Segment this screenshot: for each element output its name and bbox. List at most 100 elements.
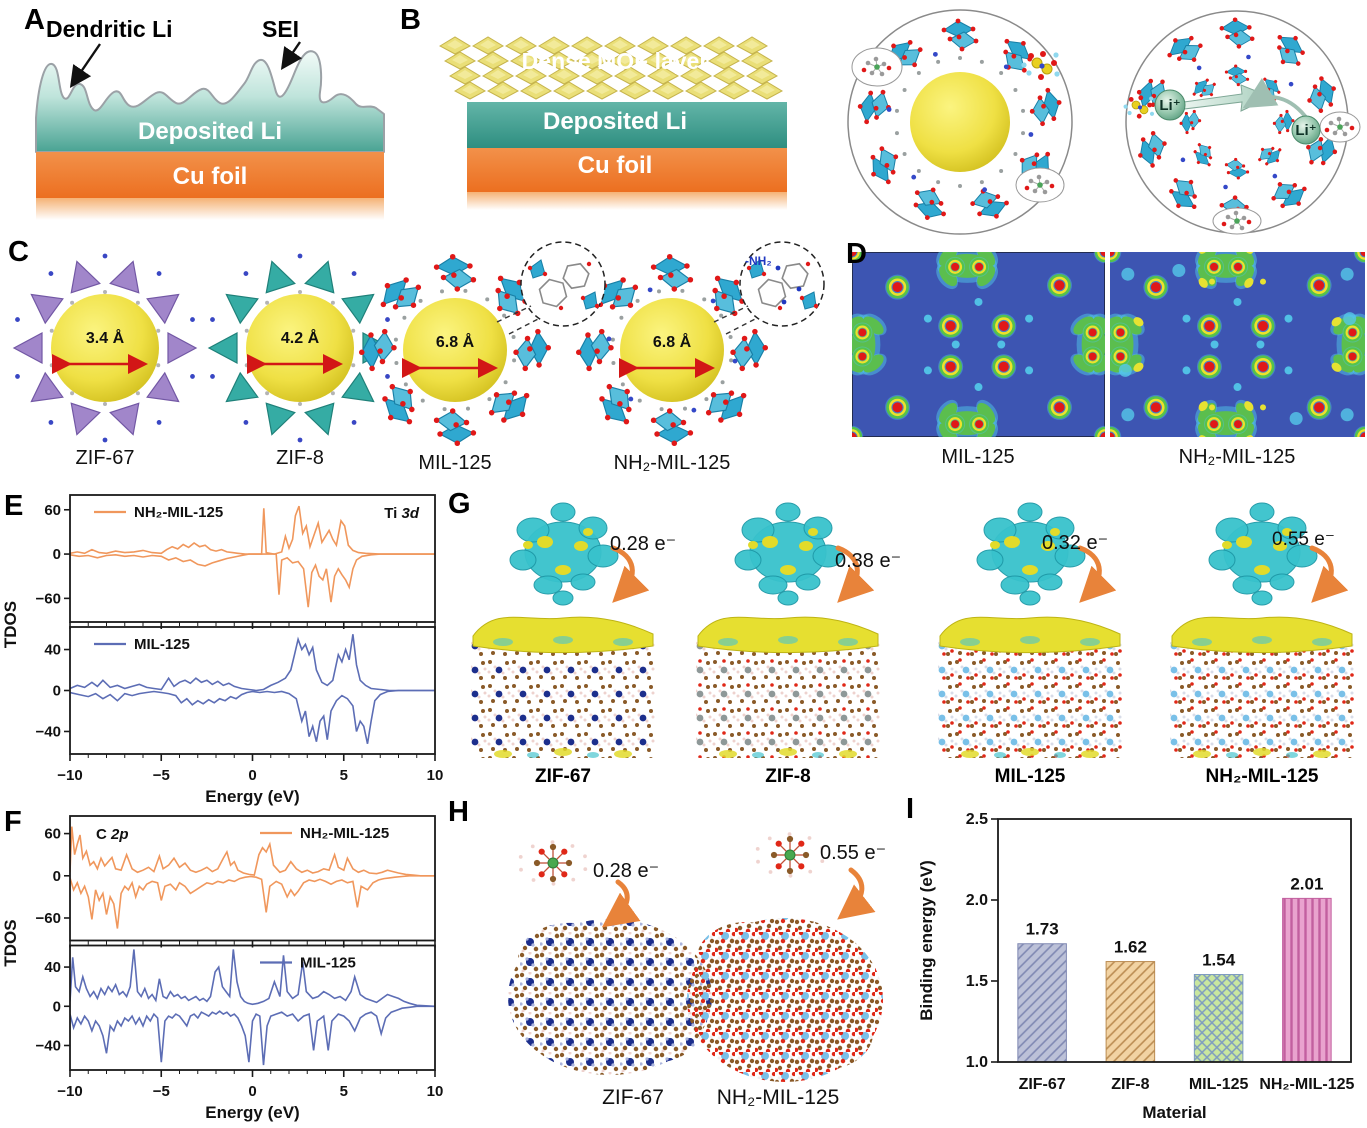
li-ion-sphere xyxy=(1291,115,1321,145)
electrolyte-charge-blob xyxy=(1017,502,1043,522)
charge-accumulation-layer xyxy=(939,616,1121,654)
panel-h-zif67-cluster xyxy=(508,840,712,1075)
panel-g-mil125-slab xyxy=(938,502,1122,758)
svg-text:MIL-125: MIL-125 xyxy=(1189,1076,1249,1093)
electrolyte-charge-blob xyxy=(533,575,563,595)
svg-text:−10: −10 xyxy=(57,767,82,784)
svg-text:5: 5 xyxy=(340,1083,348,1100)
dendritic-li-layer xyxy=(35,50,385,153)
svg-text:1.62: 1.62 xyxy=(1114,938,1147,957)
svg-text:10: 10 xyxy=(427,1083,444,1100)
charge-accumulation-layer xyxy=(472,616,654,654)
cu-foil-layer xyxy=(467,148,787,192)
dos-curve xyxy=(70,1005,435,1066)
charge-accumulation-layer xyxy=(1171,616,1353,654)
electrolyte-charge-blob xyxy=(550,502,576,522)
charge-cluster xyxy=(1195,399,1257,437)
pore-sphere xyxy=(403,298,507,402)
anion-molecule xyxy=(1021,51,1060,80)
sei-arrow-icon xyxy=(280,41,303,70)
panel-e-dos-chart: 60 0 −60 NH₂-MIL-125 Ti 3d 40 0 −40 −10 −5 0 5 10 MIL… xyxy=(1,494,443,806)
svg-text:2.5: 2.5 xyxy=(966,811,988,828)
dos-curve xyxy=(70,689,435,744)
charge-cluster xyxy=(852,313,887,376)
svg-text:Energy (eV): Energy (eV) xyxy=(205,787,299,806)
mof-lattice xyxy=(471,640,655,758)
charge-cluster xyxy=(936,252,999,290)
svg-text:MIL-125: MIL-125 xyxy=(134,636,190,653)
svg-text:0: 0 xyxy=(248,1083,256,1100)
svg-text:NH₂-MIL-125: NH₂-MIL-125 xyxy=(300,825,389,842)
charge-transfer-arrow-icon xyxy=(835,545,875,603)
svg-text:1.73: 1.73 xyxy=(1026,920,1059,939)
svg-text:−5: −5 xyxy=(153,767,170,784)
svg-text:0: 0 xyxy=(53,683,61,700)
svg-text:0: 0 xyxy=(248,767,256,784)
mof-lattice xyxy=(1170,640,1354,758)
pore-sphere xyxy=(910,72,1010,172)
electrolyte-charge-blob xyxy=(741,517,775,543)
electrolyte-charge-blob xyxy=(777,590,799,606)
cluster-name: NH₂-MIL-125 xyxy=(716,1086,840,1109)
svg-text:Binding energy (eV): Binding energy (eV) xyxy=(917,860,936,1021)
dos-curve xyxy=(70,553,435,608)
electrolyte-charge-blob xyxy=(1269,573,1295,591)
svg-text:TDOS: TDOS xyxy=(1,601,20,648)
charge-transfer-arrow-icon xyxy=(1309,545,1349,603)
pore-sphere xyxy=(246,294,354,402)
charge-cluster xyxy=(1110,313,1145,376)
svg-text:NH₂-MIL-125: NH₂-MIL-125 xyxy=(134,504,223,521)
electrolyte-charge-blob xyxy=(1045,516,1075,540)
svg-text:−40: −40 xyxy=(36,1037,61,1054)
electrolyte-charge-blob xyxy=(578,516,608,540)
electrolyte-charge-blob xyxy=(1249,502,1275,522)
dos-curve xyxy=(70,505,435,555)
electrolyte-charge-blob xyxy=(1037,573,1063,591)
electrolyte-charge-blob xyxy=(1215,517,1249,543)
panel-h-nh2mil125-cluster xyxy=(687,832,883,1082)
svg-text:0: 0 xyxy=(53,998,61,1015)
cluster-name: ZIF-67 xyxy=(602,1086,664,1109)
map-name: MIL-125 xyxy=(941,446,1015,468)
electrolyte-charge-blob xyxy=(795,573,821,591)
panel-g-zif8-slab xyxy=(696,502,880,758)
svg-text:Material: Material xyxy=(1142,1103,1206,1122)
svg-text:−10: −10 xyxy=(57,1083,82,1100)
svg-text:NH₂-MIL-125: NH₂-MIL-125 xyxy=(1259,1076,1354,1093)
li-ion-sphere xyxy=(1154,89,1186,121)
electrolyte-charge-blob xyxy=(587,544,619,568)
svg-text:Ti 3d: Ti 3d xyxy=(384,505,420,522)
panel-b-mof-cage-inset xyxy=(847,9,1073,235)
panel-c-structures-illustration xyxy=(12,241,825,447)
dendritic-arrow-icon xyxy=(69,43,101,88)
electrolyte-charge-blob xyxy=(1286,544,1318,568)
deposited-li-layer xyxy=(467,102,787,148)
svg-text:TDOS: TDOS xyxy=(1,919,20,966)
svg-text:1.5: 1.5 xyxy=(966,973,988,990)
charge-transfer-arrow-icon xyxy=(1077,545,1117,603)
svg-text:−5: −5 xyxy=(153,1083,170,1100)
electrolyte-charge-blob xyxy=(1232,575,1262,595)
dense-mof-layer xyxy=(438,36,784,100)
charge-cluster xyxy=(1070,313,1105,376)
pore-sphere xyxy=(51,294,159,402)
svg-text:−60: −60 xyxy=(36,590,61,607)
panel-d-density-map-nh2mil125 xyxy=(1110,252,1365,437)
mof-lattice xyxy=(696,640,880,758)
electrolyte-charge-blob xyxy=(552,590,574,606)
electrolyte-charge-blob xyxy=(734,549,762,571)
electrolyte-charge-blob xyxy=(758,575,788,595)
charge-accumulation-layer xyxy=(697,616,879,654)
pore-sphere xyxy=(620,298,724,402)
dos-curve xyxy=(70,875,435,929)
mof-lattice xyxy=(938,640,1122,758)
svg-text:ZIF-67: ZIF-67 xyxy=(1019,1076,1066,1093)
svg-text:0: 0 xyxy=(53,868,61,885)
panel-a-illustration xyxy=(35,41,385,220)
map-name: NH₂-MIL-125 xyxy=(1178,446,1296,468)
electrolyte-charge-blob xyxy=(516,517,550,543)
svg-text:0: 0 xyxy=(53,546,61,563)
svg-text:1.54: 1.54 xyxy=(1202,951,1236,970)
li-hop-arrow-icon xyxy=(1242,77,1310,122)
